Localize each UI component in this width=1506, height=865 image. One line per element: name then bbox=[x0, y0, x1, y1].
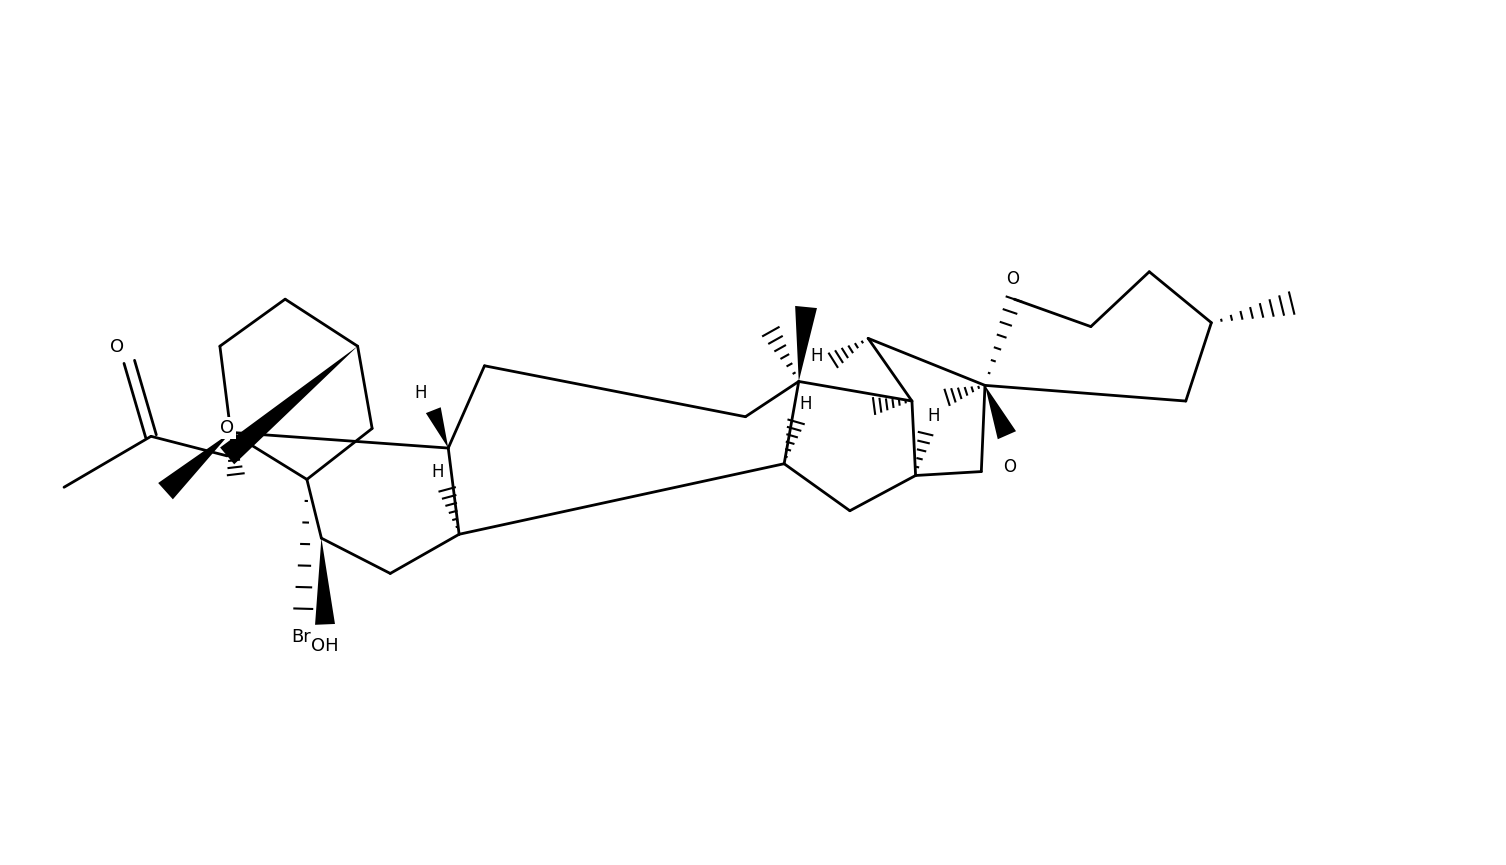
Text: H: H bbox=[810, 347, 822, 365]
Polygon shape bbox=[795, 306, 816, 381]
Text: H: H bbox=[431, 464, 443, 482]
Text: O: O bbox=[1006, 270, 1018, 288]
Text: O: O bbox=[220, 419, 235, 437]
Polygon shape bbox=[315, 538, 334, 625]
Text: H: H bbox=[414, 384, 426, 402]
Text: H: H bbox=[800, 395, 812, 413]
Polygon shape bbox=[158, 432, 230, 499]
Polygon shape bbox=[985, 386, 1017, 439]
Text: O: O bbox=[110, 338, 125, 356]
Text: H: H bbox=[928, 407, 940, 425]
Polygon shape bbox=[220, 346, 357, 465]
Polygon shape bbox=[426, 407, 449, 448]
Text: O: O bbox=[1003, 458, 1015, 476]
Text: OH: OH bbox=[312, 638, 339, 656]
Text: Br: Br bbox=[291, 628, 312, 645]
